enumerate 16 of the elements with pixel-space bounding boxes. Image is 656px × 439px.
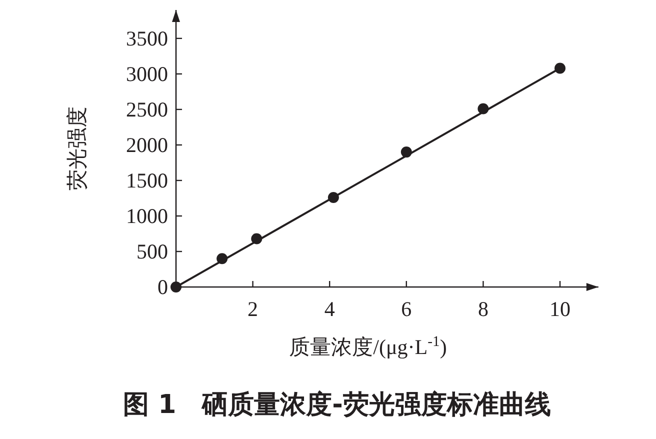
- x-tick-label: 6: [401, 297, 412, 321]
- y-tick-label: 3000: [126, 62, 168, 86]
- y-tick-label: 3500: [126, 26, 168, 50]
- y-tick-label: 1500: [126, 168, 168, 192]
- y-tick-label: 2500: [126, 97, 168, 122]
- y-tick-label: 2000: [126, 132, 168, 157]
- y-tick-label: 500: [136, 239, 168, 264]
- x-tick-label: 8: [478, 297, 488, 321]
- y-tick-label: 0: [158, 275, 168, 299]
- x-axis-title: 质量浓度/(μg·L$^{-1}$): [289, 334, 447, 359]
- x-tick-label: 4: [324, 297, 336, 321]
- y-axis-title: 荧光强度: [65, 106, 89, 190]
- text: 图 1 硒质量浓度-荧光强度标准曲线: [123, 390, 551, 420]
- x-tick-label: 10: [550, 297, 570, 321]
- x-tick-label: 2: [248, 297, 258, 321]
- y-tick-label: 1000: [126, 204, 168, 228]
